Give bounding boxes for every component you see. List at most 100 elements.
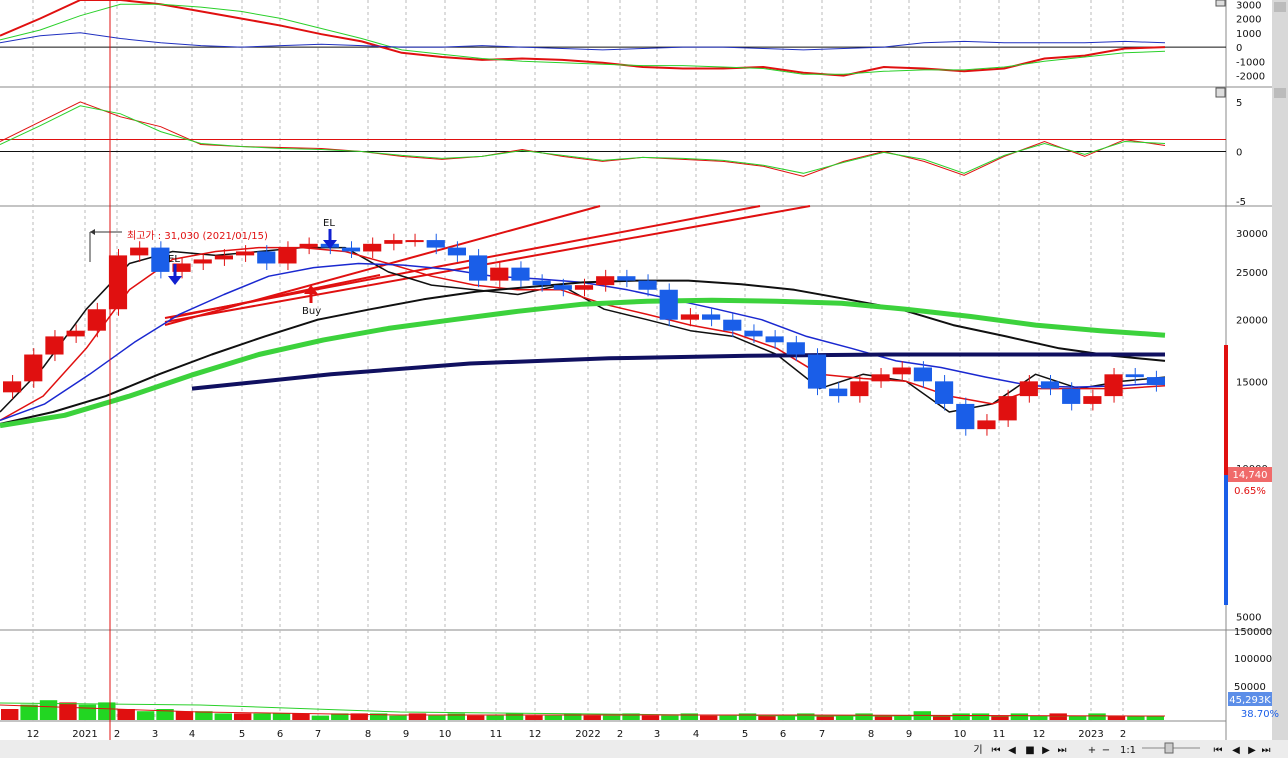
volume-bar (525, 715, 543, 720)
volume-pct: 38.70% (1241, 709, 1279, 720)
candle (172, 263, 191, 272)
x-tick-label: 6 (780, 729, 786, 740)
toolbar-button-12[interactable]: ⏭ (1262, 745, 1271, 756)
volume-bar (680, 713, 698, 720)
candle (638, 280, 657, 290)
panel-toggle-icon[interactable] (1215, 87, 1226, 98)
volume-bar (952, 713, 970, 720)
toolbar-button-11[interactable]: ▶ (1248, 745, 1256, 756)
last-volume-tag: 45,293K 38.70% (1228, 692, 1279, 720)
volume-bar (505, 713, 524, 720)
scroll-down-button[interactable] (1274, 88, 1286, 98)
candle (1125, 374, 1144, 378)
volume-bar (1146, 715, 1164, 720)
scroll-up-button[interactable] (1274, 2, 1286, 12)
candle (913, 367, 932, 382)
toolbar-button-4[interactable]: ▶ (1042, 745, 1050, 756)
volume-bar (661, 715, 679, 720)
volume-bar (98, 702, 116, 720)
top-y-tick: -2000 (1236, 72, 1265, 83)
macd-panel (0, 0, 1226, 77)
toolbar-button-7[interactable]: − (1102, 745, 1110, 756)
x-tick-label: 3 (654, 729, 660, 740)
x-tick-label: 5 (742, 729, 748, 740)
volume-bar (602, 715, 621, 720)
signal-el-2: EL (323, 218, 337, 249)
toolbar-button-8[interactable]: 1:1 (1120, 745, 1136, 756)
volume-bar (20, 704, 38, 720)
volume-bar (311, 715, 330, 720)
top-y-tick: 1000 (1236, 29, 1261, 40)
toolbar-button-5[interactable]: ⏭ (1058, 745, 1067, 756)
x-tick-label: 7 (819, 729, 825, 740)
toolbar-button-1[interactable]: ⏮ (992, 745, 1001, 756)
mid-y-tick: 5 (1236, 98, 1242, 109)
last-price-tag: 14,740 0.65% (1228, 467, 1272, 497)
volume-bar (272, 713, 291, 720)
price-y-tick: 25000 (1236, 268, 1268, 279)
volume-bar (1049, 713, 1067, 720)
volume-bar (175, 711, 194, 720)
candle (977, 420, 996, 430)
candle (469, 255, 488, 281)
candle (744, 330, 763, 337)
top-series-0 (0, 0, 1166, 77)
x-tick-label: 8 (868, 729, 874, 740)
candle (850, 381, 869, 397)
volume-bar (641, 715, 660, 720)
candle (299, 243, 318, 248)
toolbar-button-10[interactable]: ◀ (1232, 745, 1240, 756)
volume-bar (447, 713, 465, 720)
top-y-tick: -1000 (1236, 57, 1265, 68)
down-range-bar (1224, 475, 1228, 605)
toolbar-button-2[interactable]: ◀ (1008, 745, 1016, 756)
volume-bar (797, 713, 815, 720)
x-tick-label: 6 (277, 729, 283, 740)
candle (1104, 374, 1123, 397)
volume-bar (117, 709, 135, 720)
volume-bar (971, 713, 990, 720)
candle (151, 247, 170, 272)
signal-el-1-label: EL (168, 254, 180, 265)
volume-y-tick: 50000 (1234, 682, 1266, 693)
volume-bar (195, 711, 213, 720)
high-label: 최고가 : 31,030 (2021/01/15) (127, 230, 268, 242)
zoom-slider-thumb[interactable] (1164, 742, 1174, 754)
candle (341, 247, 361, 252)
volume-bar (253, 713, 271, 720)
moving-average-5 (191, 352, 1165, 391)
volume-bar (1088, 713, 1106, 720)
candle (511, 267, 530, 281)
candle (765, 336, 784, 343)
right-scrollbar[interactable] (1272, 0, 1288, 758)
volume-bar (156, 709, 174, 720)
price-y-tick: 20000 (1236, 316, 1268, 327)
candle (956, 403, 975, 430)
candle (384, 240, 403, 244)
volume-bar (486, 715, 504, 720)
toolbar-button-9[interactable]: ⏮ (1214, 745, 1223, 756)
x-tick-label: 4 (693, 729, 699, 740)
volume-bar (816, 715, 834, 720)
x-tick-label: 12 (529, 729, 542, 740)
toolbar-button-3[interactable]: ■ (1025, 745, 1034, 756)
candle (130, 247, 149, 256)
x-tick-label: 12 (27, 729, 40, 740)
volume-bar (331, 713, 349, 720)
candle (871, 374, 890, 382)
toolbar-button-6[interactable]: + (1088, 745, 1096, 756)
toolbar-button-0[interactable]: 기 (973, 744, 982, 756)
high-annotation: 최고가 : 31,030 (2021/01/15) (89, 229, 268, 262)
candle (3, 381, 22, 393)
playback-toolbar[interactable]: 기 ⏮ ◀ ■ ▶ ⏭ + −1:1 ⏮ ◀ ▶ ⏭ (973, 742, 1271, 756)
oscillator-panel (0, 101, 1226, 177)
candle (723, 319, 742, 331)
candle (447, 247, 466, 256)
panel-collapse-icon[interactable] (1215, 0, 1226, 7)
volume-bar (719, 715, 737, 720)
candle (87, 309, 106, 331)
x-axis-labels: 12 2021 2 3 4 5 6 7 8 9 10 11 12 2022 2 3 4 5 6 7 8 9 10 11 12 20… (27, 729, 1127, 740)
candle (998, 396, 1017, 421)
candle (532, 280, 551, 286)
